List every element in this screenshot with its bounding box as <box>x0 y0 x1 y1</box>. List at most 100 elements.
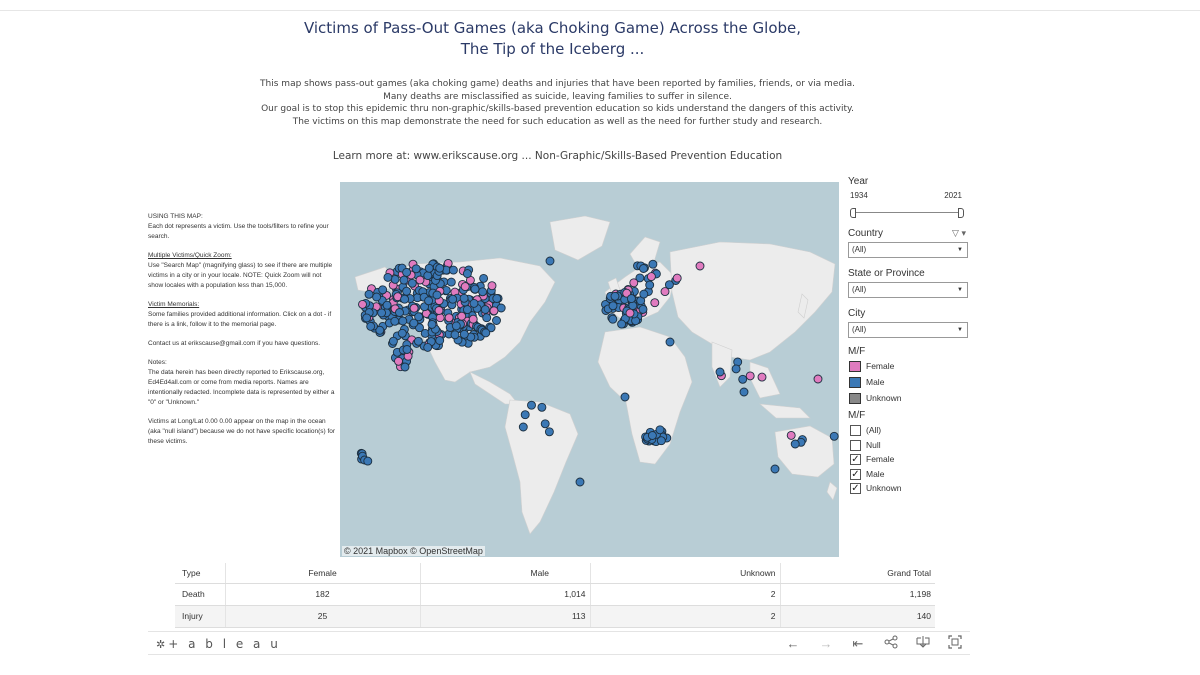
victim-dot[interactable] <box>388 336 398 346</box>
victim-dot[interactable] <box>398 316 408 326</box>
victim-dot[interactable] <box>400 294 410 304</box>
victim-dot[interactable] <box>537 402 547 412</box>
slider-handle-min[interactable] <box>850 208 856 218</box>
victim-dot[interactable] <box>444 313 454 323</box>
victim-dot[interactable] <box>695 261 705 271</box>
victim-dot[interactable] <box>629 278 639 288</box>
table-row[interactable]: Injury 25 113 2 140 <box>175 605 935 628</box>
table-row[interactable]: Death 182 1,014 2 1,198 <box>175 583 935 606</box>
victim-dot[interactable] <box>383 272 393 282</box>
victim-dot[interactable] <box>378 285 388 295</box>
victim-dot[interactable] <box>435 263 445 273</box>
mf-option-male[interactable]: ✓ Male <box>848 468 968 483</box>
city-dropdown[interactable]: (All) ▼ <box>848 322 968 338</box>
victim-dot[interactable] <box>409 318 419 328</box>
victim-dot[interactable] <box>446 277 456 287</box>
victim-dot[interactable] <box>739 387 749 397</box>
victim-dot[interactable] <box>660 287 670 297</box>
mf-option-all[interactable]: (All) <box>848 424 968 439</box>
undo-icon[interactable]: ← <box>786 636 800 651</box>
victim-dot[interactable] <box>520 410 530 420</box>
victim-dot[interactable] <box>626 294 636 304</box>
victim-dot[interactable] <box>390 274 400 284</box>
victim-dot[interactable] <box>479 273 489 283</box>
victim-dot[interactable] <box>423 342 433 352</box>
state-dropdown[interactable]: (All) ▼ <box>848 282 968 298</box>
victim-dot[interactable] <box>457 311 467 321</box>
download-icon[interactable] <box>913 635 933 653</box>
victim-dot[interactable] <box>375 325 385 335</box>
victim-dot[interactable] <box>413 336 423 346</box>
victim-dot[interactable] <box>786 430 796 440</box>
victim-dot[interactable] <box>527 400 536 410</box>
victim-dot[interactable] <box>424 296 434 306</box>
victim-dot[interactable] <box>382 300 392 310</box>
legend-male[interactable]: Male <box>848 375 968 391</box>
victim-dot[interactable] <box>738 374 748 384</box>
victim-dot[interactable] <box>575 477 585 487</box>
victim-dot[interactable] <box>460 282 470 292</box>
victim-dot[interactable] <box>625 308 635 318</box>
victim-dot[interactable] <box>432 290 442 300</box>
victim-dot[interactable] <box>415 275 425 285</box>
victim-dot[interactable] <box>364 289 374 299</box>
victim-dot[interactable] <box>482 313 492 323</box>
victim-dot[interactable] <box>423 271 433 281</box>
victim-dot[interactable] <box>435 313 445 323</box>
victim-dot[interactable] <box>402 345 412 354</box>
victim-dot[interactable] <box>481 328 491 338</box>
victim-dot[interactable] <box>395 308 404 317</box>
victim-dot[interactable] <box>544 427 554 437</box>
year-slider[interactable] <box>848 206 968 220</box>
victim-dot[interactable] <box>656 436 666 446</box>
victim-dot[interactable] <box>390 316 400 326</box>
victim-dot[interactable] <box>459 329 469 339</box>
victim-dot[interactable] <box>620 392 630 402</box>
victim-dot[interactable] <box>646 272 656 282</box>
victim-dot[interactable] <box>409 303 419 313</box>
victim-dot[interactable] <box>608 314 618 324</box>
redo-icon[interactable]: → <box>819 636 833 651</box>
victim-dot[interactable] <box>402 267 412 277</box>
victim-dot[interactable] <box>448 265 458 275</box>
victim-dot[interactable] <box>462 269 472 279</box>
victim-dot[interactable] <box>645 280 655 290</box>
victim-dot[interactable] <box>407 278 417 288</box>
victim-dot[interactable] <box>664 280 674 290</box>
victim-dot[interactable] <box>480 305 490 314</box>
victim-dot[interactable] <box>448 294 458 304</box>
world-map[interactable]: © 2021 Mapbox © OpenStreetMap <box>340 182 839 557</box>
victim-dot[interactable] <box>639 264 648 273</box>
victim-dot[interactable] <box>402 286 412 296</box>
victim-dot[interactable] <box>540 419 550 429</box>
victim-dot[interactable] <box>489 306 499 316</box>
victim-dot[interactable] <box>635 273 645 283</box>
victim-dot[interactable] <box>757 372 767 382</box>
slider-handle-max[interactable] <box>958 208 964 218</box>
map-canvas[interactable] <box>340 182 839 557</box>
victim-dot[interactable] <box>647 431 657 440</box>
victim-dot[interactable] <box>366 321 376 331</box>
victim-dot[interactable] <box>469 298 479 308</box>
victim-dot[interactable] <box>638 304 648 314</box>
victim-dot[interactable] <box>478 287 488 297</box>
victim-dot[interactable] <box>377 308 387 318</box>
victim-dot[interactable] <box>672 273 682 283</box>
victim-dot[interactable] <box>655 425 665 435</box>
victim-dot[interactable] <box>435 336 445 345</box>
victim-dot[interactable] <box>462 305 472 315</box>
victim-dot[interactable] <box>394 356 403 366</box>
victim-dot[interactable] <box>745 371 755 381</box>
checkbox-checked[interactable]: ✓ <box>850 483 861 494</box>
revert-icon[interactable]: ⇤ <box>852 636 864 651</box>
victim-dot[interactable] <box>470 284 480 294</box>
checkbox[interactable] <box>850 425 861 436</box>
victim-dot[interactable] <box>424 263 434 273</box>
victim-dot[interactable] <box>715 367 725 377</box>
victim-dot[interactable] <box>486 323 496 333</box>
victim-dot[interactable] <box>411 264 421 274</box>
mf-option-unknown[interactable]: ✓ Unknown <box>848 482 968 497</box>
victim-dot[interactable] <box>608 301 618 311</box>
victim-dot[interactable] <box>770 464 780 474</box>
victim-dot[interactable] <box>617 319 627 329</box>
